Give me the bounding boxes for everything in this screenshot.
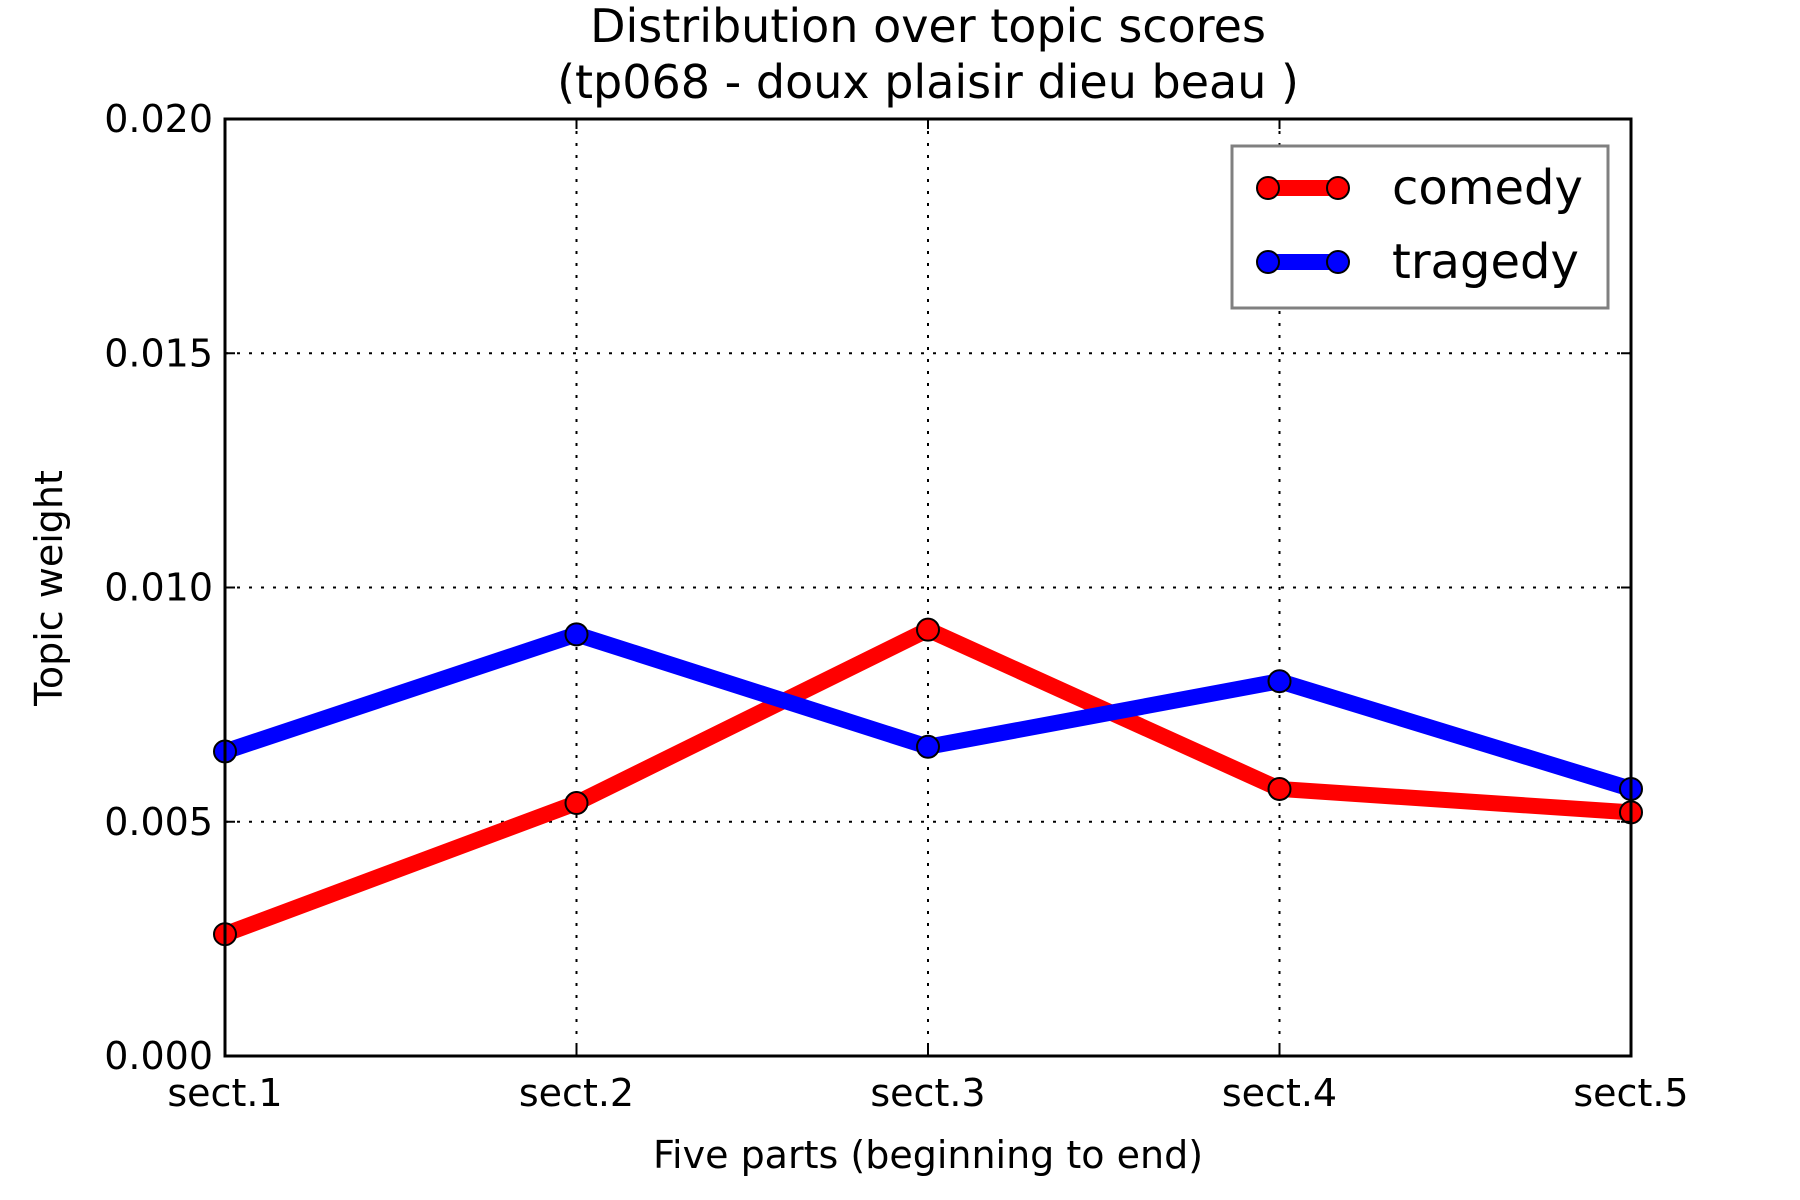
data-point-tragedy [564,622,589,647]
legend-marker-tragedy [1326,250,1350,274]
y-axis-label: Topic weight [27,470,71,707]
x-axis-label: Five parts (beginning to end) [653,1133,1203,1177]
x-tick-label: sect.1 [167,1071,282,1115]
x-axis-ticks: sect.1 sect.2 sect.3 sect.4 sect.5 [167,119,1689,1115]
legend-label-comedy: comedy [1392,160,1583,216]
legend-marker-comedy [1326,176,1350,200]
x-tick-label: sect.4 [1222,1071,1337,1115]
chart-subtitle: (tp068 - doux plaisir dieu beau ) [557,55,1299,109]
data-point-comedy [1267,776,1292,801]
x-tick-label: sect.3 [870,1071,985,1115]
x-tick-label: sect.2 [519,1071,634,1115]
legend-label-tragedy: tragedy [1392,234,1579,290]
y-tick-label: 0.010 [104,566,213,610]
legend-marker-tragedy [1256,250,1280,274]
y-axis-ticks: 0.000 0.005 0.010 0.015 0.020 [104,97,1631,1078]
series-line-tragedy [222,626,1634,797]
y-tick-label: 0.000 [104,1034,213,1078]
y-tick-label: 0.015 [104,331,213,375]
y-tick-label: 0.020 [104,97,213,141]
legend-marker-comedy [1256,176,1280,200]
x-tick-label: sect.5 [1573,1071,1688,1115]
y-tick-label: 0.005 [104,800,213,844]
data-point-tragedy [1267,669,1292,694]
chart-title: Distribution over topic scores [590,0,1266,53]
legend-box [1230,144,1610,310]
data-point-comedy [564,791,589,816]
legend: comedy tragedy [1230,144,1610,310]
data-point-comedy [916,617,940,642]
data-point-tragedy [916,734,940,759]
